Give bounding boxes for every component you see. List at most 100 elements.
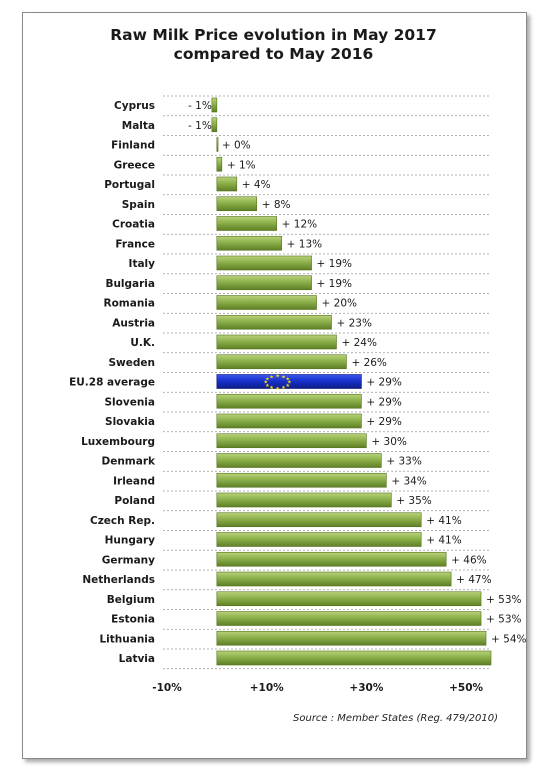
eu-star: ★ <box>287 380 292 386</box>
category-label-finland: Finland <box>111 140 155 152</box>
value-label-eu-28-average: + 29% <box>366 377 401 389</box>
bar-france <box>216 235 282 251</box>
category-label-sweden: Sweden <box>109 357 156 369</box>
bar-bulgaria <box>216 275 312 291</box>
category-label-poland: Poland <box>114 495 155 507</box>
category-label-cyprus: Cyprus <box>114 100 155 112</box>
bar-slovakia <box>216 413 362 429</box>
bar-slovenia <box>216 393 362 409</box>
value-label-france: + 13% <box>287 238 322 250</box>
value-label-greece: + 1% <box>227 159 256 171</box>
category-label-croatia: Croatia <box>112 219 155 231</box>
category-label-eu-28-average: EU.28 average <box>69 377 155 389</box>
value-label-bulgaria: + 19% <box>317 278 352 290</box>
category-label-denmark: Denmark <box>102 456 157 468</box>
category-label-hungary: Hungary <box>105 535 156 547</box>
eu-star: ★ <box>286 383 291 389</box>
value-label-belgium: + 53% <box>486 594 521 606</box>
source-note: Source : Member States (Reg. 479/2010) <box>293 713 498 724</box>
value-label-cyprus: - 1% <box>188 100 212 112</box>
value-label-irleand: + 34% <box>391 475 426 487</box>
bar-eu-28-average <box>216 374 362 389</box>
bar-romania <box>216 295 317 310</box>
category-label-france: France <box>115 238 155 250</box>
value-label-malta: - 1% <box>188 120 212 132</box>
x-tick-label: +50% <box>449 682 483 694</box>
category-label-malta: Malta <box>122 120 155 132</box>
eu-star: ★ <box>269 374 274 380</box>
bar-croatia <box>216 216 277 231</box>
category-label-spain: Spain <box>122 199 155 211</box>
category-label-italy: Italy <box>129 258 156 270</box>
category-label-germany: Germany <box>102 554 155 566</box>
value-label-romania: + 20% <box>322 298 357 310</box>
category-label-slovakia: Slovakia <box>105 416 155 428</box>
bar-netherlands <box>216 571 452 587</box>
category-label-irleand: Irleand <box>113 475 155 487</box>
eu-star: ★ <box>265 377 270 383</box>
value-label-slovenia: + 29% <box>366 396 401 408</box>
category-label-austria: Austria <box>112 317 155 329</box>
value-label-portugal: + 4% <box>242 179 271 191</box>
category-label-bulgaria: Bulgaria <box>105 278 155 290</box>
bar-hungary <box>216 532 422 547</box>
bar-cyprus <box>211 97 218 113</box>
chart-title-line-1: Raw Milk Price evolution in May 2017 <box>110 26 437 44</box>
category-label-lithuania: Lithuania <box>99 633 155 645</box>
value-label-czech-rep: + 41% <box>426 515 461 527</box>
value-label-denmark: + 33% <box>386 456 421 468</box>
value-label-hungary: + 41% <box>426 535 461 547</box>
eu-star: ★ <box>269 385 274 391</box>
category-label-latvia: Latvia <box>119 653 155 665</box>
eu-star: ★ <box>281 385 286 391</box>
value-label-netherlands: + 47% <box>456 574 491 586</box>
eu-star: ★ <box>286 377 291 383</box>
category-label-belgium: Belgium <box>107 594 155 606</box>
category-label-u-k: U.K. <box>130 337 155 349</box>
value-label-sweden: + 26% <box>351 357 386 369</box>
x-tick-label: +10% <box>250 682 284 694</box>
value-label-germany: + 46% <box>451 554 486 566</box>
value-label-croatia: + 12% <box>282 219 317 231</box>
chart-title-line-2: compared to May 2016 <box>173 45 374 63</box>
eu-star: ★ <box>265 383 270 389</box>
category-label-portugal: Portugal <box>104 179 155 191</box>
value-label-poland: + 35% <box>396 495 431 507</box>
bar-u-k <box>216 334 337 350</box>
bar-sweden <box>216 354 347 370</box>
bar-germany <box>216 551 447 567</box>
chart-title: Raw Milk Price evolution in May 2017 com… <box>0 26 547 64</box>
eu-star: ★ <box>264 380 269 386</box>
value-label-lithuania: + 54% <box>491 633 526 645</box>
bar-greece <box>216 156 223 172</box>
value-label-u-k: + 24% <box>341 337 376 349</box>
bar-latvia <box>216 650 492 666</box>
bar-estonia <box>216 611 482 626</box>
bar-belgium <box>216 591 482 607</box>
bar-spain <box>216 196 258 212</box>
eu-star: ★ <box>275 374 280 380</box>
x-tick-label: -10% <box>152 682 182 694</box>
category-label-estonia: Estonia <box>111 614 155 626</box>
bar-poland <box>216 492 392 508</box>
value-label-austria: + 23% <box>336 317 371 329</box>
value-label-slovakia: + 29% <box>366 416 401 428</box>
bar-irleand <box>216 472 387 488</box>
bar-luxembourg <box>216 433 367 449</box>
value-label-italy: + 19% <box>317 258 352 270</box>
category-label-greece: Greece <box>114 159 155 171</box>
value-label-finland: + 0% <box>222 140 251 152</box>
bar-lithuania <box>216 630 487 646</box>
bar-denmark <box>216 453 382 468</box>
x-tick-label: +30% <box>349 682 383 694</box>
category-label-luxembourg: Luxembourg <box>81 436 155 448</box>
bar-austria <box>216 314 332 330</box>
category-label-czech-rep: Czech Rep. <box>90 515 155 527</box>
value-label-estonia: + 53% <box>486 614 521 626</box>
bar-malta <box>211 117 218 133</box>
bar-czech-rep <box>216 512 422 528</box>
category-label-slovenia: Slovenia <box>104 396 155 408</box>
value-label-spain: + 8% <box>262 199 291 211</box>
bar-portugal <box>216 176 238 192</box>
category-label-netherlands: Netherlands <box>82 574 155 586</box>
